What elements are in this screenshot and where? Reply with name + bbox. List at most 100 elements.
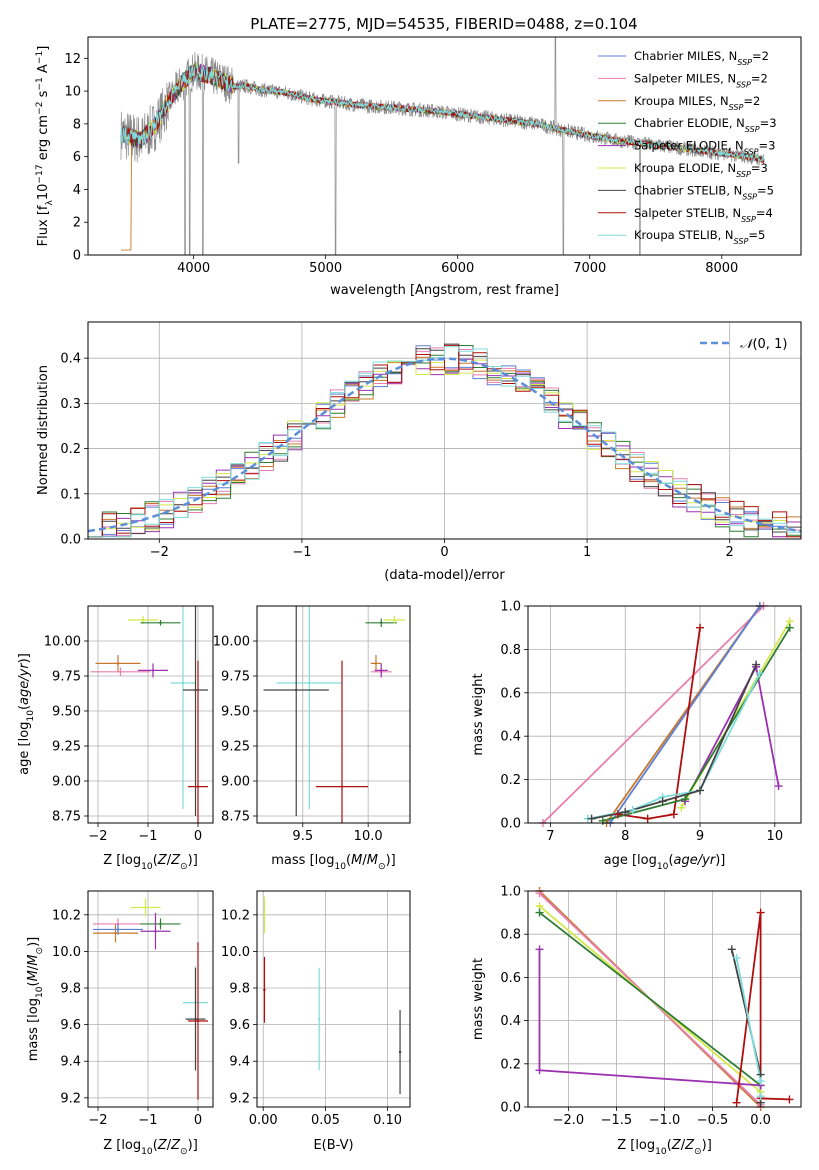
tick-label-x: 0.10 — [373, 1113, 402, 1128]
point-chabrier_stelib — [398, 1050, 402, 1054]
axes-frame — [87, 890, 214, 1108]
grid — [257, 891, 410, 1107]
x-axis-label: Z [log10(Z/Z⊙)] — [103, 1138, 198, 1157]
tick-label-y: 8.75 — [52, 810, 81, 825]
tick-label-x: 8 — [621, 829, 629, 844]
point-kroupa_stelib — [317, 1017, 321, 1021]
y-axis-label: mass weight — [471, 958, 486, 1040]
tick-label-y: 0.2 — [500, 1057, 521, 1072]
weight-marker-kroupa_stelib — [628, 805, 637, 814]
tick-label-y: 1.0 — [500, 600, 521, 615]
point-chabrier_stelib — [194, 688, 197, 692]
tick-label-y: 0.6 — [500, 686, 521, 701]
tick-label-x: 0 — [194, 829, 202, 844]
tick-label-y: 9.8 — [229, 982, 250, 997]
x-axis-label: E(B-V) — [313, 1138, 353, 1153]
point-salpeter_stelib — [196, 1019, 200, 1023]
tick-label-y: 10.2 — [221, 908, 250, 923]
tick-label-x: 2 — [726, 545, 734, 560]
tick-label-x: 0.00 — [249, 1113, 278, 1128]
legend-entry: Salpeter MILES, NSSP=2 — [634, 71, 768, 89]
grid — [528, 605, 801, 824]
tick-label-x: 0 — [194, 1113, 202, 1128]
point-kroupa_elodie — [393, 618, 396, 622]
weight-marker-salpeter_stelib — [785, 1095, 794, 1104]
tick-label-y: 6 — [73, 150, 81, 165]
point-kroupa_elodie — [263, 913, 266, 916]
histogram-kroupa_stelib — [88, 346, 801, 538]
tick-label-x: 5000 — [309, 261, 342, 276]
weight-marker-salpeter_stelib — [756, 908, 765, 917]
y-axis-label: Normed distribution — [36, 365, 51, 495]
tick-label-y: 0.0 — [500, 1101, 521, 1116]
tick-label-x: −1 — [138, 829, 157, 844]
tick-label-y: 9.25 — [221, 740, 250, 755]
point-salpeter_stelib — [196, 785, 200, 788]
axes-frame — [87, 321, 802, 540]
tick-label-x: 9 — [696, 829, 704, 844]
tick-label-y: 0.6 — [500, 971, 521, 986]
weight-marker-salpeter_elodie — [774, 782, 783, 791]
tick-label-x: −2 — [150, 545, 169, 560]
tick-label-y: 0.8 — [500, 928, 521, 943]
spectrum-panel: 4000 5000 6000 7000 8000 0 2 4 6 8 10 12 wavelength … — [35, 36, 802, 298]
point-chabrier_stelib — [194, 1017, 197, 1021]
residuals-panel: −2 −1 0 1 2 0.0 0.1 0.2 0.3 0.4 (data-model)/error… — [36, 321, 802, 583]
figure-title: PLATE=2775, MJD=54535, FIBERID=0488, z=0… — [250, 15, 637, 33]
tick-label-y: 12 — [64, 52, 81, 67]
tick-label-y: 10.2 — [52, 908, 81, 923]
tick-label-y: 9.8 — [60, 982, 81, 997]
point-salpeter_stelib — [263, 988, 266, 992]
weight-marker-chabrier_stelib — [727, 945, 736, 954]
point-chabrier_elodie — [159, 621, 162, 624]
point-kroupa_miles — [374, 662, 378, 665]
tick-label-y: 0.4 — [500, 1014, 521, 1029]
y-axis-label: Flux [fλ10−17 erg cm−2 s−1 A−1] — [35, 46, 55, 247]
weight-marker-chabrier_stelib — [621, 808, 630, 817]
tick-label-y: 10.0 — [221, 945, 250, 960]
weight-marker-chabrier_stelib — [752, 660, 761, 669]
plot-area — [93, 898, 208, 1100]
tick-label-y: 10 — [64, 85, 81, 100]
tick-label-x: 7000 — [573, 261, 606, 276]
tick-label-x: 9.5 — [292, 829, 313, 844]
tick-label-y: 2 — [73, 216, 81, 231]
weight-marker-salpeter_stelib — [613, 810, 622, 819]
legend-entry: Salpeter STELIB, NSSP=4 — [634, 206, 773, 224]
tick-label-x: −2.0 — [553, 1113, 585, 1128]
grid — [257, 606, 410, 823]
tick-label-y: 8 — [73, 117, 81, 132]
y-axis-label: mass weight — [471, 673, 486, 755]
weight_vs_age-panel: 7 8 9 10 0.0 0.2 0.4 0.6 0.8 1.0 mass weight age [l… — [471, 600, 802, 872]
weight-marker-salpeter_miles — [535, 889, 544, 898]
weight-marker-kroupa_stelib — [755, 669, 764, 678]
legend-entry: Kroupa ELODIE, NSSP=3 — [634, 161, 768, 179]
point-salpeter_elodie — [380, 669, 383, 672]
y-axis-label: mass [log10(M/M⊙)] — [26, 937, 45, 1061]
age_vs_Z-panel: −2 −1 0 8.75 9.00 9.25 9.50 9.75 10.00 Z [log10(Z… — [17, 605, 214, 872]
weight-marker-salpeter_stelib — [669, 810, 678, 819]
plot-area — [88, 343, 801, 538]
point-salpeter_stelib — [340, 785, 344, 788]
gaussian-line — [88, 357, 801, 533]
weight-marker-chabrier_elodie — [535, 908, 544, 917]
x-axis-label: wavelength [Angstrom, rest frame] — [330, 283, 559, 298]
weight-marker-salpeter_stelib — [696, 623, 705, 632]
weight-line-salpeter_stelib — [617, 627, 701, 820]
legend-entry: 𝒩(0, 1) — [740, 337, 787, 352]
x-axis-label: age [log10(age/yr)] — [604, 853, 726, 872]
point-chabrier_elodie — [159, 922, 162, 926]
plot-area — [120, 37, 765, 255]
tick-label-y: 0.2 — [500, 773, 521, 788]
tick-label-y: 0.0 — [500, 817, 521, 832]
point-kroupa_elodie — [141, 618, 145, 622]
point-kroupa_stelib — [181, 681, 185, 685]
grid — [88, 606, 213, 823]
point-kroupa_miles — [116, 662, 120, 665]
weight-marker-salpeter_elodie — [535, 945, 544, 954]
mass_vs_Z-panel: −2 −1 0 9.2 9.4 9.6 9.8 10.0 10.2 Z [log10(Z/Z⊙)]… — [26, 890, 214, 1157]
weight-marker-chabrier_stelib — [658, 797, 667, 806]
plot-area — [263, 606, 405, 823]
tick-label-y: 9.2 — [229, 1091, 250, 1106]
tick-label-y: 10.00 — [44, 635, 81, 650]
